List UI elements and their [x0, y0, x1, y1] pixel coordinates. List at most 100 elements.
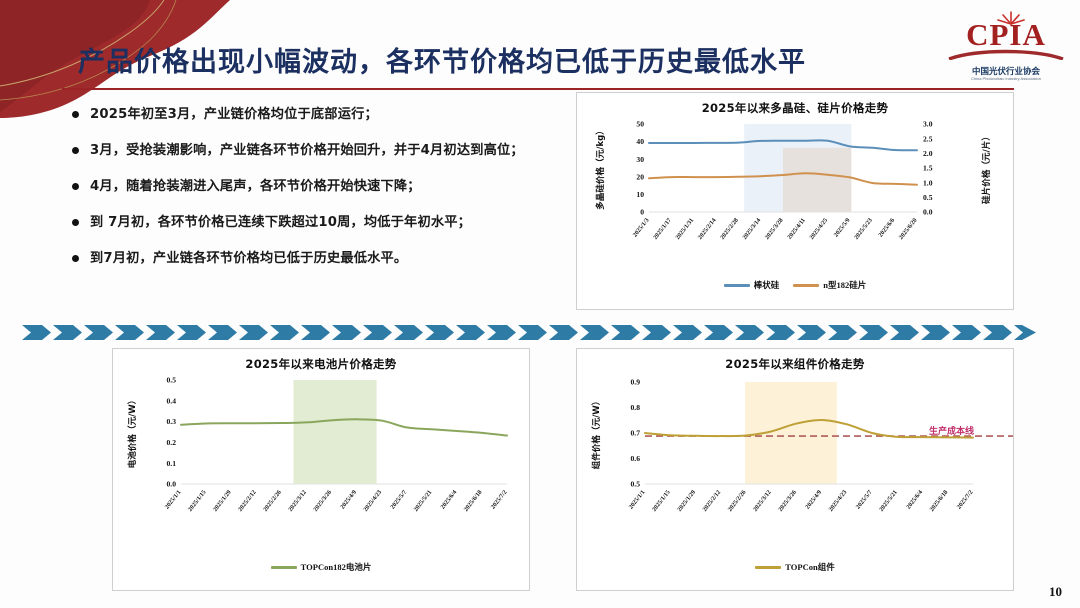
- svg-text:2025/5/7: 2025/5/7: [389, 489, 408, 511]
- svg-text:1.5: 1.5: [923, 164, 933, 173]
- bullet-dot-icon: [72, 219, 79, 226]
- legend-swatch: [793, 283, 820, 287]
- svg-text:0.0: 0.0: [923, 208, 933, 217]
- legend-item: 棒状硅: [723, 279, 780, 291]
- chevron-divider: [22, 325, 1046, 340]
- svg-text:3.0: 3.0: [923, 120, 933, 129]
- svg-text:0.2: 0.2: [167, 438, 177, 447]
- bullet-dot-icon: [72, 255, 79, 262]
- svg-text:0: 0: [640, 208, 644, 217]
- logo-name-cn: 中国光伏行业协会: [971, 66, 1040, 76]
- list-item: 4月，随着抢装潮进入尾声，各环节价格开始快速下降；: [72, 176, 572, 198]
- svg-text:2025/1/1: 2025/1/1: [628, 489, 647, 511]
- svg-text:2025/2/12: 2025/2/12: [701, 489, 722, 513]
- svg-text:2025/1/29: 2025/1/29: [212, 489, 233, 513]
- svg-text:2025/4/9: 2025/4/9: [339, 489, 358, 511]
- svg-text:0.1: 0.1: [167, 459, 177, 468]
- chart-plot-area: 0.0 0.1 0.2 0.3 0.4 0.5 2025/1/1 2025/1/15 2025/…: [113, 372, 529, 560]
- svg-text:10: 10: [636, 190, 644, 199]
- svg-text:2025/2/14: 2025/2/14: [697, 217, 718, 241]
- svg-text:2025/1/17: 2025/1/17: [652, 217, 673, 241]
- bullet-text: 到 7月初，各环节价格已连续下跌超过10周，均低于年初水平；: [90, 215, 471, 230]
- page-number: 10: [1049, 584, 1062, 599]
- chart-title: 2025年以来电池片价格走势: [245, 357, 397, 371]
- svg-text:2025/4/23: 2025/4/23: [362, 489, 383, 513]
- svg-text:2025/5/7: 2025/5/7: [855, 489, 874, 511]
- svg-text:0.5: 0.5: [167, 376, 177, 385]
- chart-legend: 棒状硅 n型182硅片: [577, 279, 1013, 291]
- svg-text:2025/4/25: 2025/4/25: [808, 217, 829, 241]
- legend-item: n型182硅片: [793, 279, 866, 291]
- chart-plot-area: 0 10 20 30 40 50 0.0 0.5 1.0 1.5 2.0 2.5 3.0 2025/1/3…: [577, 116, 1013, 278]
- page-title: 产品价格出现小幅波动，各环节价格均已低于历史最低水平: [78, 47, 806, 78]
- logo-arc: [948, 49, 1064, 60]
- legend-item: TOPCon组件: [755, 561, 835, 573]
- svg-text:0.5: 0.5: [923, 193, 933, 202]
- svg-text:2025/5/21: 2025/5/21: [412, 489, 433, 513]
- bullet-dot-icon: [72, 111, 79, 118]
- svg-text:2025/4/11: 2025/4/11: [786, 217, 807, 241]
- svg-text:2025/1/15: 2025/1/15: [651, 489, 672, 513]
- svg-text:2025/1/31: 2025/1/31: [674, 217, 695, 241]
- svg-text:2025/2/26: 2025/2/26: [727, 489, 748, 513]
- svg-text:2025/5/9: 2025/5/9: [833, 217, 852, 239]
- svg-text:组件价格（元/W）: 组件价格（元/W）: [590, 397, 602, 470]
- svg-text:2.0: 2.0: [923, 149, 933, 158]
- logo-acronym: CPIA: [966, 17, 1046, 52]
- svg-text:0.0: 0.0: [167, 480, 177, 489]
- legend-label: TOPCon组件: [785, 562, 835, 572]
- svg-text:2025/2/28: 2025/2/28: [719, 217, 740, 241]
- svg-text:1.0: 1.0: [923, 178, 933, 187]
- bullet-text: 到7月初，产业链各环节价格均已低于历史最低水平。: [90, 251, 408, 266]
- logo-name-en: China Photovoltaic Industry Association: [970, 76, 1042, 81]
- legend-swatch: [270, 565, 297, 569]
- bullet-list: 2025年初至3月，产业链价格均位于底部运行； 3月，受抢装潮影响，产业链各环节…: [72, 104, 572, 284]
- legend-label: TOPCon182电池片: [300, 562, 372, 572]
- svg-text:2025/4/23: 2025/4/23: [827, 489, 848, 513]
- svg-text:电池价格（元/W）: 电池价格（元/W）: [126, 396, 138, 469]
- chart-title: 2025年以来多晶硅、硅片价格走势: [701, 101, 889, 115]
- chart-legend: TOPCon182电池片: [113, 561, 529, 573]
- sun-icon: [997, 11, 1025, 25]
- legend-label: n型182硅片: [823, 280, 867, 290]
- chart-panel-polysilicon: 2025年以来多晶硅、硅片价格走势 0 10 20 30 40 50 0.0 0.5 1.0 1.…: [576, 92, 1014, 310]
- bullet-dot-icon: [72, 147, 79, 154]
- svg-text:2025/5/21: 2025/5/21: [878, 489, 899, 513]
- svg-text:2025/1/29: 2025/1/29: [676, 489, 697, 513]
- svg-text:2.5: 2.5: [923, 134, 933, 143]
- svg-text:生产成本线: 生产成本线: [929, 425, 974, 437]
- legend-label: 棒状硅: [753, 280, 780, 290]
- svg-text:20: 20: [636, 172, 644, 181]
- svg-text:2025/3/26: 2025/3/26: [312, 489, 333, 513]
- cpia-logo: CPIA 中国光伏行业协会 China Photovoltaic Industr…: [946, 6, 1066, 81]
- svg-text:0.5: 0.5: [631, 480, 641, 489]
- svg-text:0.3: 0.3: [167, 417, 177, 426]
- svg-text:2025/6/18: 2025/6/18: [463, 489, 484, 513]
- svg-text:2025/6/20: 2025/6/20: [898, 217, 919, 241]
- svg-text:2025/6/18: 2025/6/18: [928, 489, 949, 513]
- chart-panel-module: 2025年以来组件价格走势 0.5 0.6 0.7 0.8 0.9 2025/1/1 202…: [576, 348, 1014, 591]
- svg-text:2025/3/12: 2025/3/12: [752, 489, 773, 513]
- chart-title: 2025年以来组件价格走势: [725, 357, 865, 371]
- svg-text:2025/6/4: 2025/6/4: [439, 489, 458, 511]
- svg-text:2025/5/23: 2025/5/23: [853, 217, 874, 241]
- list-item: 2025年初至3月，产业链价格均位于底部运行；: [72, 104, 572, 126]
- svg-text:2025/2/12: 2025/2/12: [237, 489, 258, 513]
- svg-text:2025/3/26: 2025/3/26: [777, 489, 798, 513]
- svg-text:2025/7/2: 2025/7/2: [490, 489, 509, 511]
- svg-text:40: 40: [636, 137, 644, 146]
- svg-text:多晶硅价格（元/kg）: 多晶硅价格（元/kg）: [594, 126, 606, 210]
- chart-legend: TOPCon组件: [577, 561, 1013, 573]
- svg-text:2025/1/3: 2025/1/3: [632, 217, 651, 239]
- svg-text:0.6: 0.6: [631, 454, 641, 463]
- list-item: 到 7月初，各环节价格已连续下跌超过10周，均低于年初水平；: [72, 212, 572, 234]
- svg-text:0.8: 0.8: [631, 403, 641, 412]
- svg-text:2025/4/9: 2025/4/9: [804, 489, 823, 511]
- title-underline: [62, 88, 1014, 90]
- legend-swatch: [755, 565, 782, 569]
- bullet-text: 4月，随着抢装潮进入尾声，各环节价格开始快速下降；: [90, 179, 421, 194]
- svg-text:硅片价格（元/片）: 硅片价格（元/片）: [980, 132, 992, 204]
- svg-text:0.4: 0.4: [167, 396, 177, 405]
- svg-text:2025/3/12: 2025/3/12: [287, 489, 308, 513]
